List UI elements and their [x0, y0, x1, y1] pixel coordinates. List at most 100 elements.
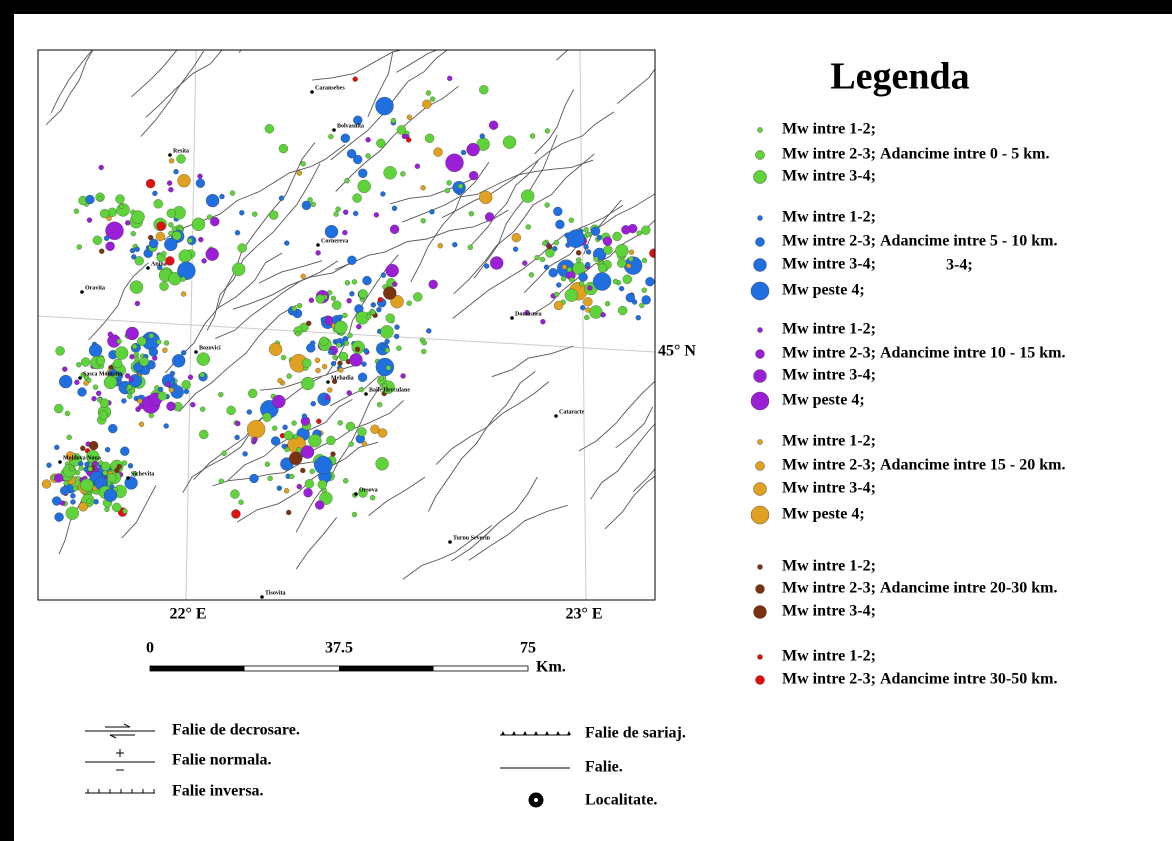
earthquake	[479, 191, 492, 204]
earthquake	[380, 325, 393, 338]
place-marker	[310, 90, 314, 94]
earthquake	[407, 301, 412, 306]
earthquake	[206, 248, 219, 261]
earthquake	[74, 209, 79, 214]
earthquake	[149, 333, 154, 338]
earthquake	[105, 447, 110, 452]
earthquake	[89, 441, 98, 450]
place-name: Cornereva	[321, 238, 348, 244]
earthquake	[71, 500, 76, 505]
earthquake	[376, 358, 394, 376]
earthquake	[284, 488, 289, 493]
earthquake	[546, 248, 555, 257]
earthquake	[174, 169, 179, 174]
earthquake	[446, 154, 464, 172]
earthquake	[353, 194, 362, 203]
earthquake	[284, 431, 293, 440]
earthquake	[308, 434, 321, 447]
legend-swatch	[756, 462, 765, 471]
place-marker	[316, 243, 320, 247]
earthquake	[104, 489, 117, 502]
scale-segment	[150, 666, 245, 671]
fault-line	[403, 525, 492, 579]
earthquake	[601, 312, 606, 317]
fault-line	[616, 407, 653, 448]
earthquake	[325, 395, 330, 400]
fault-line	[146, 5, 273, 118]
place-marker	[554, 414, 558, 418]
earthquake	[663, 271, 668, 276]
earthquake	[591, 227, 600, 236]
legend-label: Mw intre 2-3;	[782, 233, 876, 250]
earthquake	[190, 402, 195, 407]
earthquake	[165, 256, 174, 265]
fault-line	[633, 446, 686, 492]
earthquake	[47, 463, 52, 468]
earthquake	[99, 411, 108, 420]
legend-label: Mw intre 1-2;	[782, 209, 876, 226]
earthquake	[243, 451, 248, 456]
earthquake	[188, 375, 193, 380]
fault-line	[451, 477, 537, 561]
earthquake	[63, 464, 76, 477]
earthquake	[247, 420, 265, 438]
fault-line	[259, 261, 322, 283]
earthquake	[96, 356, 105, 365]
fault-line	[89, 263, 149, 340]
earthquake	[385, 339, 390, 344]
earthquake	[302, 201, 311, 210]
earthquake	[230, 490, 239, 499]
fault-legend-label: Localitate.	[585, 792, 657, 809]
earthquake	[356, 324, 361, 329]
earthquake	[547, 244, 552, 249]
legend-swatch	[758, 216, 763, 221]
legend-note: 3-4;	[946, 257, 973, 274]
earthquake	[70, 493, 75, 498]
fault-line	[396, 43, 465, 73]
earthquake	[188, 238, 193, 243]
legend-label: Mw peste 4;	[782, 392, 865, 409]
place-name: Bolvasnita	[337, 123, 364, 129]
earthquake	[613, 232, 622, 241]
place-marker	[510, 316, 514, 320]
earthquake	[349, 442, 354, 447]
earthquake	[199, 430, 208, 439]
earthquake	[219, 479, 224, 484]
earthquake	[108, 332, 113, 337]
earthquake	[586, 250, 591, 255]
earthquake	[358, 180, 371, 193]
fault-line	[336, 86, 459, 191]
earthquake	[88, 466, 93, 471]
earthquake	[158, 392, 167, 401]
fault-line	[132, 5, 236, 97]
earthquake	[157, 222, 166, 231]
earthquake	[168, 187, 173, 192]
earthquake	[457, 190, 462, 195]
earthquake	[235, 421, 240, 426]
fault-line	[469, 505, 568, 560]
earthquake	[350, 353, 363, 366]
fault-legend-label: Falie de sariaj.	[585, 725, 686, 742]
earthquake	[458, 184, 463, 189]
earthquake	[296, 447, 301, 452]
earthquake	[338, 368, 343, 373]
earthquake	[415, 164, 420, 169]
earthquake	[99, 249, 104, 254]
legend-swatch	[754, 606, 767, 619]
legend-swatch	[751, 392, 769, 410]
fault-line	[535, 89, 574, 154]
earthquake	[347, 298, 352, 303]
earthquake	[104, 236, 109, 241]
earthquake	[347, 256, 356, 265]
earthquake	[613, 279, 618, 284]
earthquake	[434, 148, 443, 157]
earthquake	[206, 194, 219, 207]
earthquake	[336, 207, 341, 212]
place-name: Resita	[173, 148, 189, 154]
earthquake	[376, 307, 381, 312]
legend-label: Mw intre 2-3;	[782, 345, 876, 362]
scale-label: 37.5	[325, 640, 353, 657]
earthquake	[85, 462, 90, 467]
earthquake	[316, 250, 321, 255]
legend-label: Mw intre 1-2;	[782, 321, 876, 338]
